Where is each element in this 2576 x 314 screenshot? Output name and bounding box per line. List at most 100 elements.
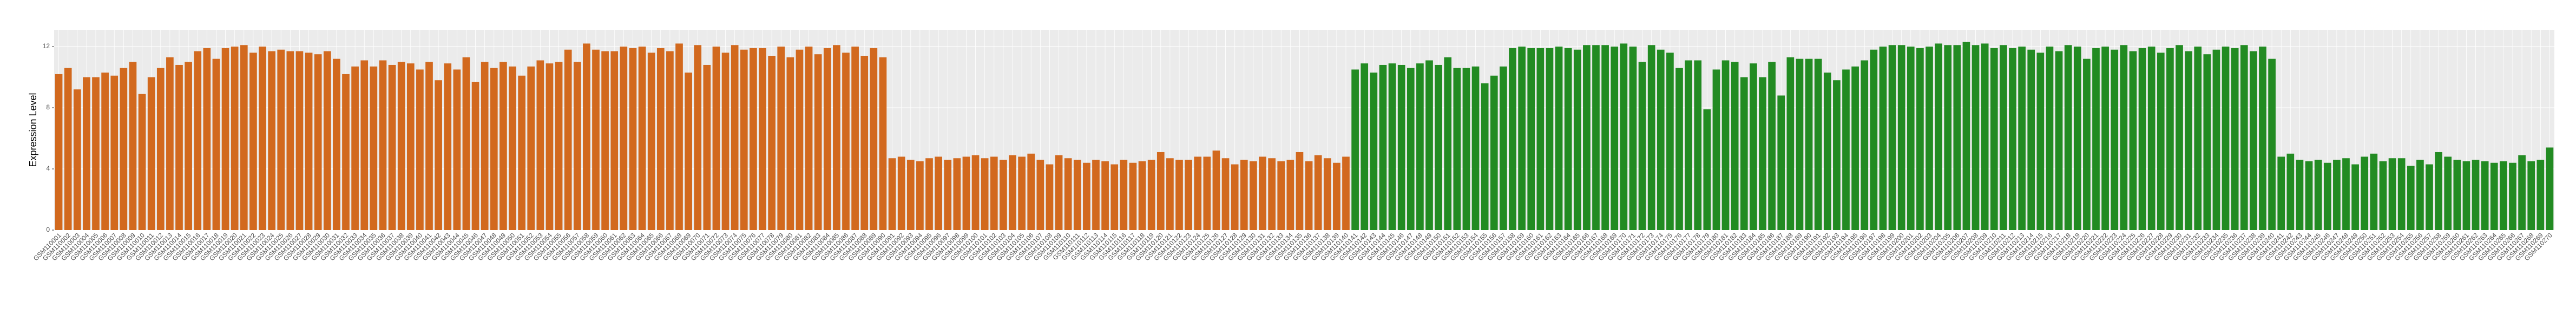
bar xyxy=(1296,152,1304,230)
bar xyxy=(796,49,804,230)
bar xyxy=(2138,48,2146,230)
bar xyxy=(2268,58,2276,230)
bar xyxy=(1231,164,1239,230)
bar xyxy=(2536,160,2545,230)
bar xyxy=(2397,158,2406,230)
bar xyxy=(500,62,507,230)
bar xyxy=(435,80,442,230)
bar xyxy=(2101,47,2109,231)
bar xyxy=(925,158,933,230)
bar xyxy=(2379,161,2387,230)
bar xyxy=(1555,47,1563,231)
bar xyxy=(2111,49,2119,230)
bar xyxy=(1611,47,1619,231)
bar xyxy=(1268,158,1276,230)
bar xyxy=(879,57,887,230)
bar xyxy=(203,48,211,230)
bar xyxy=(1481,83,1489,230)
y-tick-label: 0 xyxy=(46,226,50,233)
bar xyxy=(1500,66,1507,231)
bar xyxy=(2342,158,2350,230)
bar xyxy=(1120,160,1128,230)
bar xyxy=(2426,164,2433,230)
bar xyxy=(2212,49,2220,230)
bar xyxy=(2388,158,2396,230)
bar xyxy=(629,48,637,230)
bar xyxy=(1786,57,1795,230)
bar xyxy=(1981,43,1989,230)
bar xyxy=(509,66,516,231)
bar xyxy=(1620,43,1628,230)
bar xyxy=(2250,51,2257,230)
bar xyxy=(546,63,554,231)
bar xyxy=(1703,109,1711,230)
bar xyxy=(2129,51,2137,230)
bar xyxy=(685,73,692,230)
bar xyxy=(694,45,702,231)
bar xyxy=(212,58,220,230)
bar xyxy=(1926,47,1933,231)
bar xyxy=(2472,160,2480,230)
bar xyxy=(1305,161,1313,230)
bar xyxy=(1314,155,1322,230)
bar xyxy=(1129,162,1137,230)
bar xyxy=(814,54,822,230)
bar xyxy=(1907,47,1915,231)
bar xyxy=(2120,45,2128,231)
bar xyxy=(1351,69,1359,230)
bar xyxy=(638,47,646,231)
bar xyxy=(740,49,748,230)
bar xyxy=(2009,48,2016,230)
bar xyxy=(805,47,813,231)
bar xyxy=(1027,153,1035,230)
plot-background xyxy=(54,30,2554,230)
bar xyxy=(1740,77,1748,230)
bar xyxy=(1962,42,1970,230)
bar xyxy=(295,51,304,230)
bar xyxy=(786,57,794,230)
bar xyxy=(2064,45,2072,231)
bar xyxy=(1953,45,1961,231)
bar xyxy=(2027,49,2035,230)
bar xyxy=(1185,160,1192,230)
bar xyxy=(1388,63,1396,231)
bar xyxy=(527,66,535,231)
y-axis-title: Expression Level xyxy=(28,93,38,167)
bar xyxy=(935,156,942,230)
bar xyxy=(1018,156,1026,230)
bar xyxy=(1694,60,1702,230)
bar xyxy=(2500,161,2507,230)
bar xyxy=(1536,48,1545,230)
bar xyxy=(1657,49,1665,230)
bar xyxy=(490,68,498,230)
bar xyxy=(1573,49,1581,230)
bar xyxy=(1990,48,1998,230)
bar xyxy=(1009,155,1016,230)
bar xyxy=(2462,161,2470,230)
bar xyxy=(564,49,572,230)
bar xyxy=(2518,155,2526,230)
bar xyxy=(833,45,840,231)
bar xyxy=(2333,160,2341,230)
bar xyxy=(1092,160,1100,230)
bar xyxy=(2407,166,2415,230)
bar xyxy=(305,53,313,231)
bar xyxy=(110,75,119,230)
bar xyxy=(2481,161,2489,230)
bar xyxy=(1361,63,1369,231)
bar xyxy=(2203,54,2211,230)
bar xyxy=(2055,51,2063,230)
bar xyxy=(2314,160,2322,230)
bar xyxy=(1509,48,1516,230)
bar xyxy=(1823,73,1831,230)
bar xyxy=(1647,45,1655,231)
bar xyxy=(249,53,257,231)
bar xyxy=(1083,162,1090,230)
bar xyxy=(1036,160,1044,230)
bar xyxy=(2361,156,2369,230)
bar xyxy=(175,64,183,231)
bar xyxy=(2370,153,2378,230)
bar xyxy=(703,64,711,231)
bar xyxy=(2435,152,2442,230)
bar xyxy=(1416,63,1424,231)
